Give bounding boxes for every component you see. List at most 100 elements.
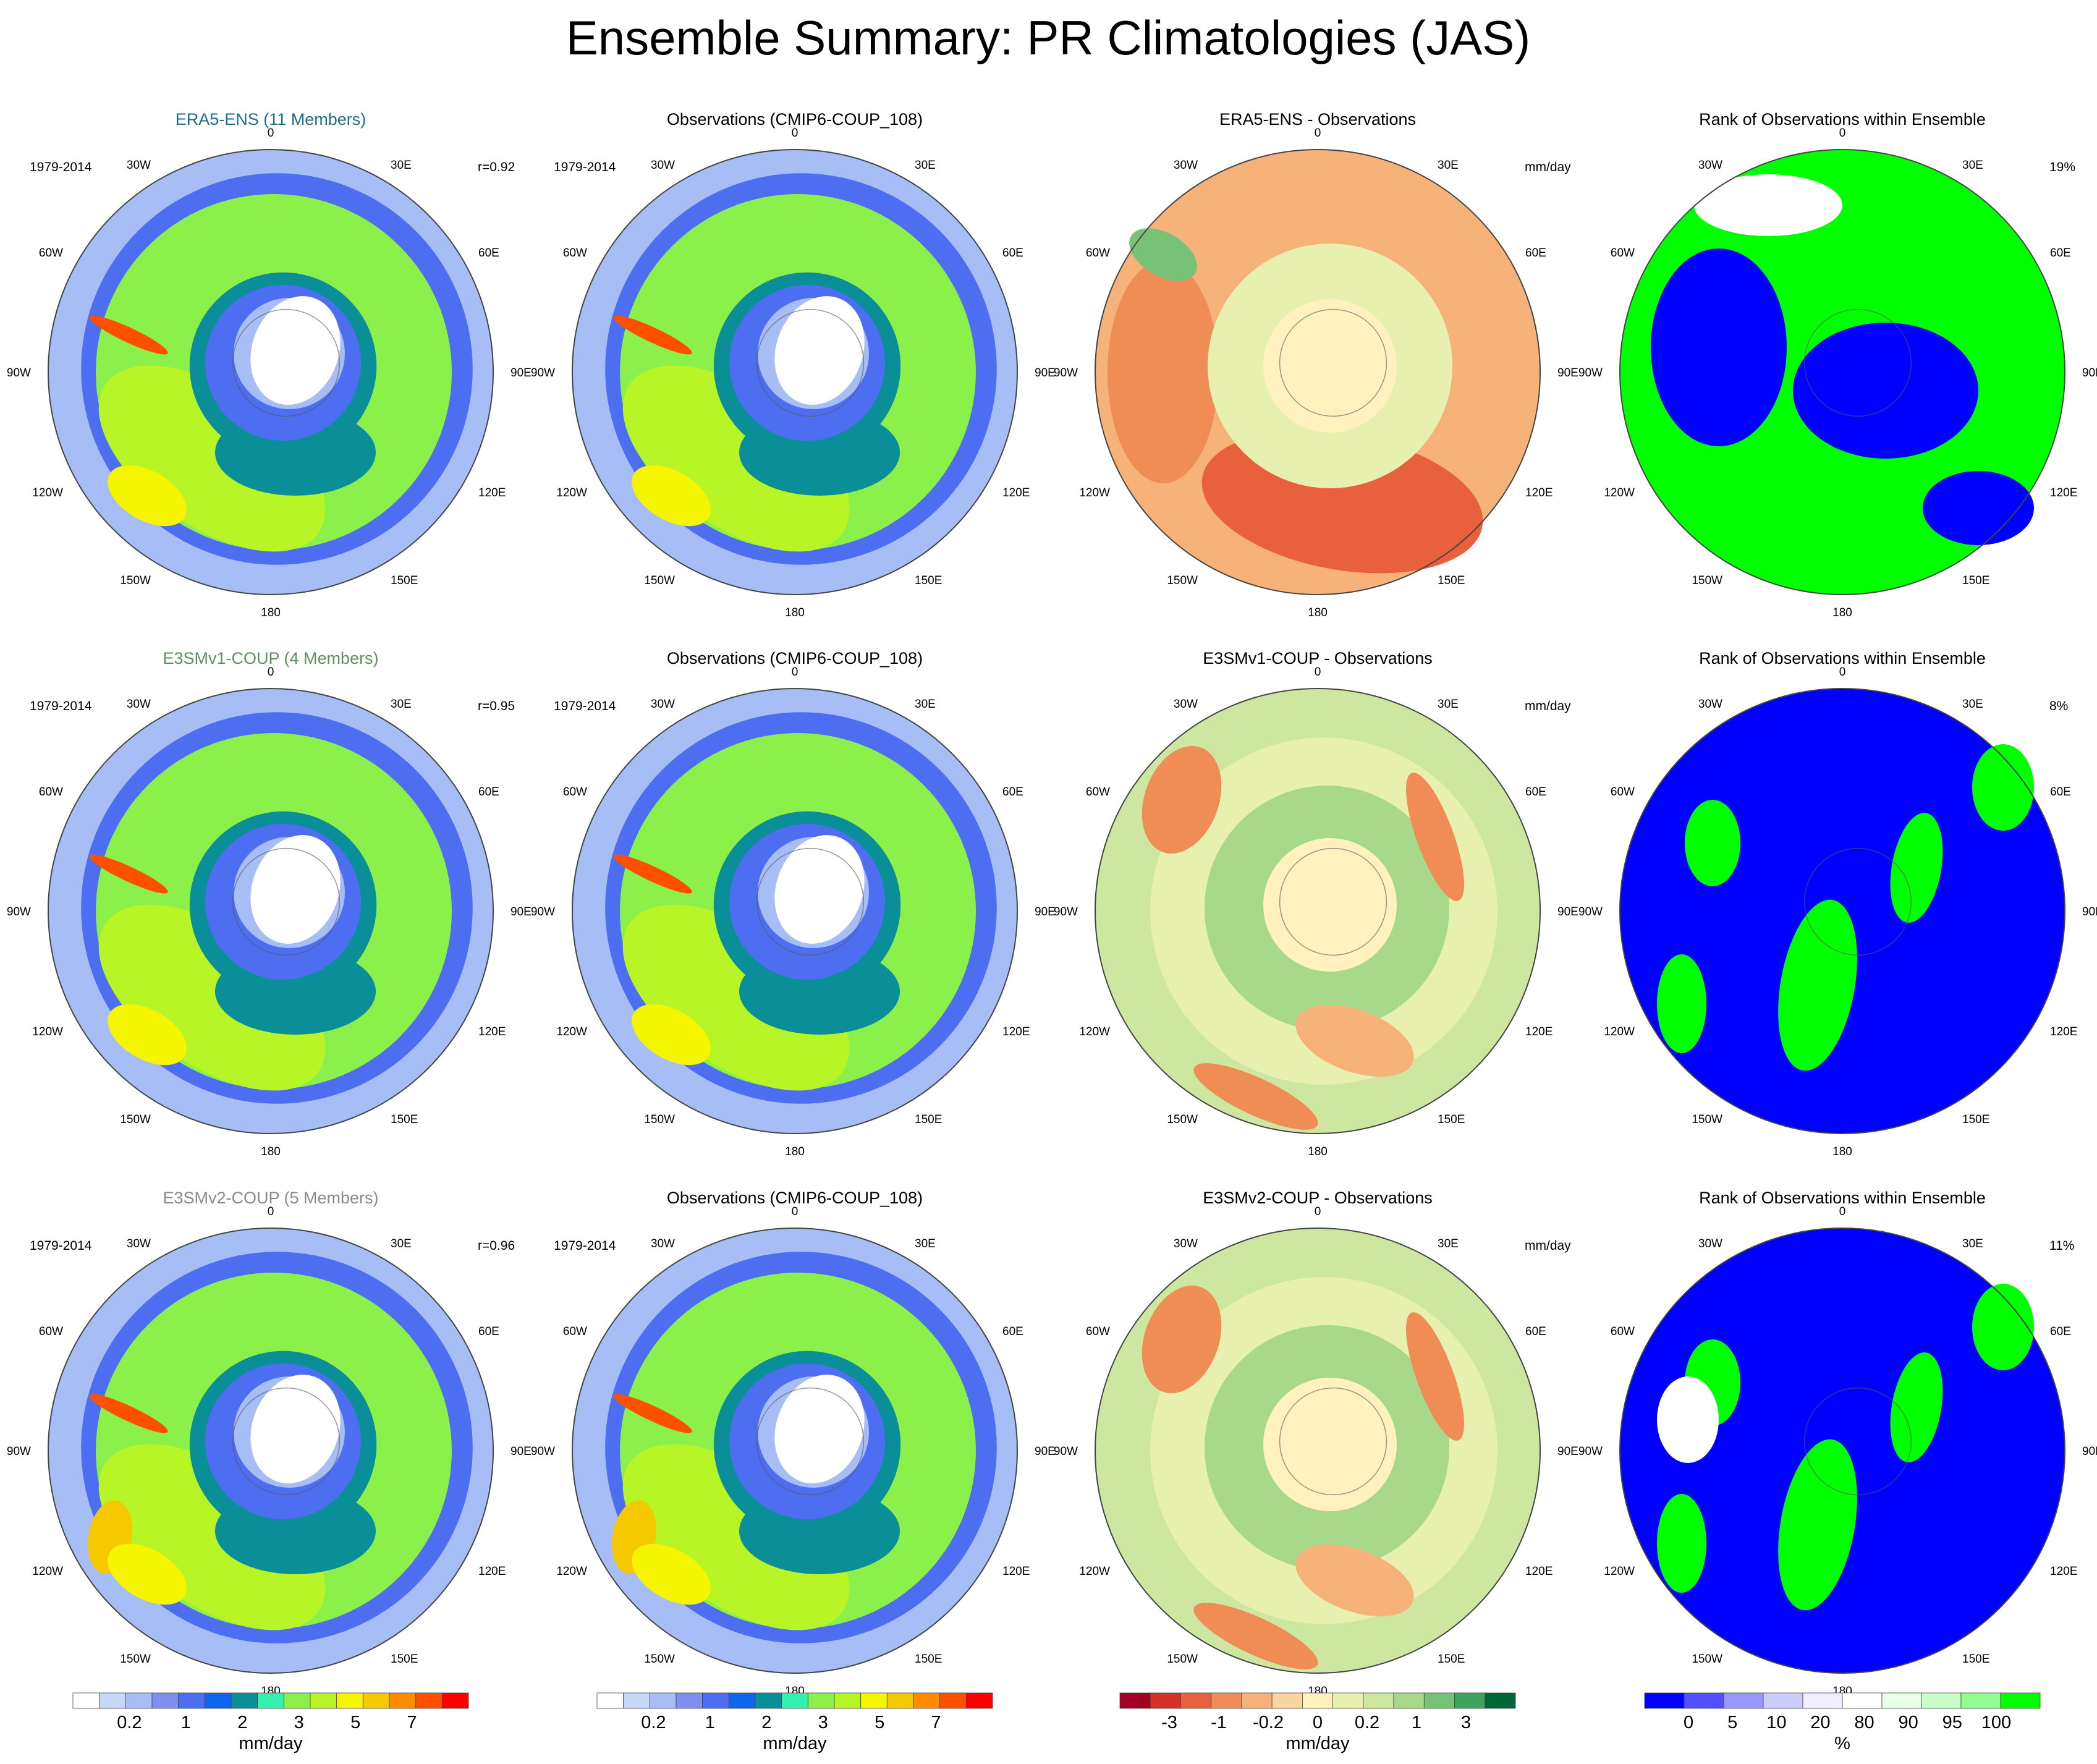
diff-indian-dry (1405, 773, 1465, 901)
stat-label: mm/day (1525, 1239, 1571, 1253)
longitude-tick-label: 30W (1174, 698, 1198, 711)
longitude-tick-label: 150E (391, 574, 418, 587)
diff-pacific-dry (1295, 1544, 1414, 1617)
longitude-tick-label: 30E (1438, 698, 1459, 711)
map-panel: E3SMv1-COUP - Observations mm/day 0 30E 60E 9… (1054, 649, 1578, 1158)
rank-high-patch-a (1890, 813, 1943, 923)
colorbar-tick-label: 95 (1942, 1713, 1962, 1732)
longitude-tick-label: 90W (1054, 905, 1078, 918)
rank-mid-north (1694, 174, 1842, 236)
map-border (572, 1228, 1018, 1674)
colorbar-swatch (72, 1692, 100, 1709)
map-border (48, 1228, 494, 1674)
colorbar-unit-label: % (1834, 1734, 1850, 1753)
longitude-tick-label: 0 (792, 1205, 799, 1218)
pr-pacific-max (622, 904, 850, 1091)
colorbar-swatch (336, 1692, 363, 1709)
colorbar-swatch (913, 1692, 941, 1709)
map-field (1095, 150, 1540, 595)
stat-label: r=0.95 (478, 699, 515, 713)
colorbar-tick-label: 1 (705, 1713, 715, 1732)
map-field (572, 689, 1017, 1134)
map-border (1619, 149, 2065, 595)
longitude-tick-label: 150W (1692, 1653, 1722, 1666)
colorbar-swatch (310, 1692, 337, 1709)
longitude-tick-label: 150W (1692, 1113, 1722, 1126)
longitude-tick-label: 180 (1832, 1145, 1852, 1158)
colorbar-swatch (781, 1692, 808, 1709)
longitude-tick-label: 60W (1086, 247, 1110, 260)
rank-high-patch-c (1685, 800, 1740, 886)
longitude-tick-label: 60W (563, 247, 587, 260)
longitude-tick-label: 90W (531, 367, 555, 380)
colorbar-tick-label: 0.2 (641, 1713, 666, 1732)
map-border (1095, 149, 1541, 595)
longitude-tick-label: 120W (1079, 1565, 1110, 1578)
colorbar-swatch (1211, 1692, 1242, 1709)
longitude-tick-label: 0 (1839, 127, 1846, 140)
longitude-tick-label: 60W (1611, 247, 1635, 260)
longitude-tick-label: 60E (478, 247, 499, 260)
diff-polar (1263, 838, 1397, 972)
colorbar-swatch (807, 1692, 835, 1709)
period-label: 1979-2014 (30, 1239, 92, 1253)
rank-mid-patch (1657, 1376, 1719, 1463)
longitude-tick-label: 150W (1167, 574, 1198, 587)
stat-label: r=0.96 (478, 1239, 515, 1253)
longitude-tick-label: 0 (268, 127, 274, 140)
longitude-tick-label: 60E (1002, 247, 1023, 260)
colorbar-tick-label: 7 (931, 1713, 941, 1732)
antarctica-coastline (232, 847, 341, 956)
pr-antarctic-dry (250, 1375, 341, 1483)
longitude-tick-label: 90E (1035, 1445, 1056, 1458)
longitude-tick-label: 90E (510, 367, 532, 380)
colorbar: 0.2 1 2 3 5 7 mm/day (596, 1692, 993, 1753)
longitude-tick-label: 90E (1557, 905, 1578, 918)
colorbar-tick-label: 80 (1854, 1713, 1874, 1732)
longitude-tick-label: 60W (563, 786, 587, 799)
pr-yellow-patch (108, 465, 187, 527)
colorbar-swatch (204, 1692, 232, 1709)
longitude-tick-label: 150E (391, 1653, 418, 1666)
longitude-tick-label: 30W (1698, 1237, 1722, 1250)
longitude-tick-label: 30E (915, 698, 936, 711)
period-label: 1979-2014 (554, 160, 616, 174)
longitude-tick-label: 150E (1438, 1113, 1465, 1126)
longitude-tick-label: 90E (1557, 367, 1578, 380)
colorbar-swatch (257, 1692, 284, 1709)
panel-title: Observations (CMIP6-COUP_108) (667, 649, 923, 668)
diff-subtropic-dry (1193, 1603, 1318, 1669)
longitude-tick-label: 0 (1839, 1205, 1846, 1218)
longitude-tick-label: 150W (1167, 1653, 1198, 1666)
longitude-tick-label: 0 (792, 127, 799, 140)
rank-high-patch-e (1657, 1494, 1706, 1593)
longitude-tick-label: 120E (1002, 1565, 1030, 1578)
longitude-tick-label: 30E (391, 159, 412, 172)
colorbar-tick-label: 100 (1981, 1713, 2011, 1732)
map-panel: Observations (CMIP6-COUP_108) 1979-2014 0 3… (531, 110, 1056, 619)
longitude-tick-label: 30W (1698, 159, 1722, 172)
longitude-tick-label: 150E (915, 1653, 942, 1666)
panel-title: Rank of Observations within Ensemble (1699, 649, 1986, 668)
colorbar: 0.2 1 2 3 5 7 mm/day (72, 1692, 469, 1753)
diff-polar (1263, 299, 1397, 433)
stat-label: 8% (2049, 699, 2068, 713)
longitude-tick-label: 150E (1438, 1653, 1465, 1666)
colorbar-layer: 0.2 1 2 3 5 7 mm/day 0.2 1 2 3 5 7 mm/day -3 -1 -0.2 0 0.2… (72, 1692, 2041, 1753)
colorbar-swatch (755, 1692, 782, 1709)
colorbar-swatch (283, 1692, 311, 1709)
map-panel: Observations (CMIP6-COUP_108) 1979-2014 0 3… (531, 1189, 1056, 1698)
map-field (1620, 689, 2065, 1134)
longitude-tick-label: 30E (1962, 698, 1983, 711)
pr-andes-peak (89, 315, 168, 355)
colorbar-swatch (151, 1692, 179, 1709)
map-border (572, 149, 1018, 595)
map-field (48, 1228, 493, 1673)
pr-antarctic-dry (774, 1375, 865, 1483)
longitude-tick-label: 120W (32, 1565, 63, 1578)
colorbar-swatch (1644, 1692, 1685, 1709)
longitude-tick-label: 30E (391, 698, 412, 711)
pr-yellow-patch (632, 465, 711, 527)
antarctica-coastline (756, 847, 865, 956)
longitude-tick-label: 90W (7, 367, 31, 380)
